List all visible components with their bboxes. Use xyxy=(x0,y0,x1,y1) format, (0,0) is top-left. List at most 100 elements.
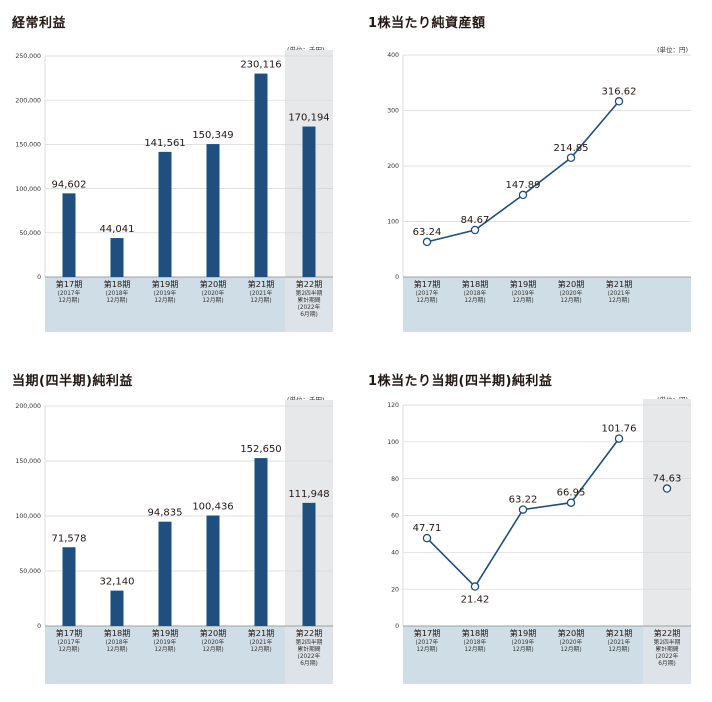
category-sublabel: (2019年 xyxy=(154,289,177,297)
category-sublabel: 12月期) xyxy=(154,646,175,653)
category-sublabel: 12月期) xyxy=(560,297,581,304)
data-label: 94,835 xyxy=(148,508,183,519)
bar xyxy=(302,502,316,626)
category-sublabel: 累計期間 xyxy=(297,645,320,653)
series-line xyxy=(426,100,620,243)
data-label: 101.76 xyxy=(602,424,637,435)
data-label: 71,578 xyxy=(52,533,87,544)
category-label: 第22期 xyxy=(296,279,323,289)
category-sublabel: (2019年 xyxy=(154,638,177,646)
category-sublabel: (2021年 xyxy=(608,638,631,646)
category-sublabel: 12月期) xyxy=(416,297,437,304)
bar xyxy=(158,521,172,626)
category-label: 第18期 xyxy=(462,628,489,638)
bar xyxy=(62,547,76,626)
data-label: 66.95 xyxy=(557,488,586,499)
category-sublabel: (2019年 xyxy=(512,289,535,297)
category-sublabel: 12月期) xyxy=(560,646,581,653)
y-tick-label: 80 xyxy=(391,476,399,483)
data-label: 74.63 xyxy=(653,474,682,485)
category-sublabel: (2020年 xyxy=(202,638,225,646)
category-sublabel: (2021年 xyxy=(250,289,273,297)
chart-title: 当期(四半期)純利益 xyxy=(12,374,133,389)
category-sublabel: (2017年 xyxy=(416,638,439,646)
category-sublabel: 6月期) xyxy=(658,660,676,667)
category-sublabel: (2018年 xyxy=(106,638,129,646)
category-sublabel: (2019年 xyxy=(512,638,535,646)
data-label: 44,041 xyxy=(100,224,135,235)
y-tick-label: 0 xyxy=(395,623,399,630)
category-label: 第17期 xyxy=(414,279,441,289)
category-sublabel: 12月期) xyxy=(416,646,437,653)
category-sublabel: 12月期) xyxy=(512,297,533,304)
chart-panel-ordinary-profit: 経常利益 (単位：千円) 050,000100,000150,000200,00… xyxy=(0,0,356,346)
bar xyxy=(302,126,316,277)
category-label: 第17期 xyxy=(414,628,441,638)
data-label: 170,194 xyxy=(288,113,329,124)
category-sublabel: (2017年 xyxy=(58,638,81,646)
y-tick-label: 120 xyxy=(387,402,399,409)
category-sublabel: 6月期) xyxy=(300,660,318,667)
data-point xyxy=(566,498,576,507)
category-sublabel: 12月期) xyxy=(464,646,485,653)
category-label: 第21期 xyxy=(606,628,633,638)
category-sublabel: 累計期間 xyxy=(297,296,320,304)
data-label: 100,436 xyxy=(192,502,233,513)
data-label: 111,948 xyxy=(288,489,329,500)
category-sublabel: (2020年 xyxy=(202,289,225,297)
category-sublabel: 12月期) xyxy=(106,646,127,653)
data-point xyxy=(518,190,528,200)
data-point xyxy=(614,434,624,443)
category-label: 第22期 xyxy=(654,628,681,638)
data-point xyxy=(470,225,480,235)
category-label: 第21期 xyxy=(248,628,275,638)
data-label: 141,561 xyxy=(144,138,185,149)
data-label: 63.24 xyxy=(413,227,442,238)
y-tick-label: 0 xyxy=(395,274,399,281)
y-tick-label: 50,000 xyxy=(19,230,41,237)
chart-panel-eps: 1株当たり当期(四半期)純利益 (単位：円) 020406080100120第1… xyxy=(356,356,712,702)
category-sublabel: 累計期間 xyxy=(655,645,678,653)
data-label: 94,602 xyxy=(52,179,87,190)
data-label: 316.62 xyxy=(602,86,637,97)
category-label: 第19期 xyxy=(510,279,537,289)
data-label: 214.85 xyxy=(554,143,589,154)
data-label: 32,140 xyxy=(100,577,135,588)
category-sublabel: 12月期) xyxy=(250,297,271,304)
chart-title: 経常利益 xyxy=(12,16,67,31)
category-band xyxy=(403,277,691,332)
net-income-bar-chart: 050,000100,000150,000200,000第17期(2017年12… xyxy=(15,400,333,684)
y-tick-label: 150,000 xyxy=(15,142,41,149)
category-label: 第19期 xyxy=(152,279,179,289)
bar xyxy=(254,458,268,626)
category-sublabel: 12月期) xyxy=(608,297,629,304)
data-point xyxy=(614,97,624,106)
data-point xyxy=(518,505,528,514)
data-label: 150,349 xyxy=(192,130,233,141)
category-sublabel: (2022年 xyxy=(298,652,321,660)
bar xyxy=(254,73,268,277)
category-label: 第20期 xyxy=(200,628,227,638)
y-tick-label: 150,000 xyxy=(15,458,41,465)
chart-title: 1株当たり純資産額 xyxy=(368,16,486,31)
y-tick-label: 400 xyxy=(387,52,399,59)
category-sublabel: (2018年 xyxy=(464,289,487,297)
y-tick-label: 0 xyxy=(37,623,41,630)
data-label: 147.89 xyxy=(506,180,541,191)
category-sublabel: 12月期) xyxy=(154,297,175,304)
category-sublabel: (2018年 xyxy=(464,638,487,646)
bar xyxy=(62,193,76,277)
category-label: 第21期 xyxy=(248,279,275,289)
category-label: 第19期 xyxy=(510,628,537,638)
data-label: 47.71 xyxy=(413,523,442,534)
category-label: 第18期 xyxy=(462,279,489,289)
category-sublabel: 12月期) xyxy=(250,646,271,653)
y-tick-label: 200,000 xyxy=(15,403,41,410)
bar xyxy=(110,590,124,626)
y-tick-label: 100,000 xyxy=(15,513,41,520)
category-label: 第21期 xyxy=(606,279,633,289)
y-tick-label: 200,000 xyxy=(15,97,41,104)
data-label: 152,650 xyxy=(240,444,281,455)
bar xyxy=(110,238,124,277)
category-sublabel: (2021年 xyxy=(250,638,273,646)
